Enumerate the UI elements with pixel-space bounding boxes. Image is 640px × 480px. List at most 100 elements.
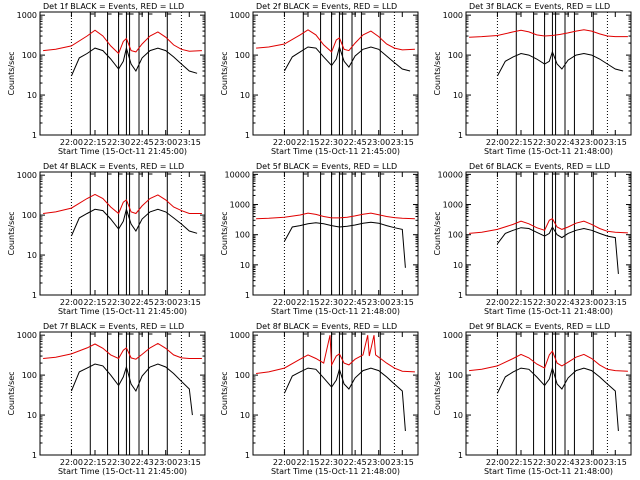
y-tick-label: 10 [240,411,250,420]
plot-frame [252,171,419,296]
x-tick-label: 22:00 [273,298,296,307]
series-black [283,45,411,72]
x-tick-label: 23:15 [178,458,201,467]
chart-panel-3: Det 3f BLACK = Events, RED = LLD 1 10 100 10… [433,2,632,156]
series-black [70,46,198,77]
y-tick-label: 1000 [230,201,250,210]
x-tick-label: 23:00 [580,298,603,307]
y-tick-label: 10 [240,261,250,270]
chart-panel-8: Det 8f BLACK = Events, RED = LLD 1 10 100 10… [220,322,419,476]
plot-frame [39,331,206,456]
y-tick-label: 10 [27,91,37,100]
y-tick-label: 1000 [230,331,250,340]
x-tick-label: 22:45 [344,138,367,147]
x-tick-label: 22:30 [320,458,343,467]
x-axis-label: Start Time (15-Oct-11 21:48:00) [484,147,613,156]
series-black [283,221,406,268]
x-tick-label: 22:00 [486,138,509,147]
chart-panel-7: Det 7f BLACK = Events, RED = LLD 1 10 100 10… [7,322,206,476]
series-red [43,193,202,215]
series-black [496,366,619,432]
y-tick-label: 10 [453,411,463,420]
plot-frame [252,331,419,456]
x-tick-label: 23:15 [178,138,201,147]
x-tick-label: 23:00 [580,458,603,467]
series-black [70,207,198,237]
series-black [283,367,406,432]
x-tick-label: 22:00 [60,138,83,147]
y-tick-label: 1 [32,131,37,140]
chart-title: Det 9f BLACK = Events, RED = LLD [469,322,610,331]
y-tick-label: 100 [448,51,463,60]
x-tick-label: 22:45 [131,138,154,147]
series-black [496,50,624,77]
x-tick-label: 22:30 [107,458,130,467]
y-tick-label: 1000 [443,331,463,340]
chart-title: Det 6f BLACK = Events, RED = LLD [469,162,610,171]
y-tick-label: 10 [453,91,463,100]
x-tick-label: 22:30 [533,138,556,147]
y-tick-label: 10 [27,251,37,260]
y-tick-label: 1 [32,291,37,300]
x-tick-label: 23:00 [154,138,177,147]
x-tick-label: 22:00 [486,298,509,307]
y-tick-label: 1000 [17,171,37,180]
plot-frame [39,171,206,296]
series-red [469,350,628,372]
chart-title: Det 1f BLACK = Events, RED = LLD [43,2,184,11]
x-tick-label: 22:00 [60,458,83,467]
chart-panel-9: Det 9f BLACK = Events, RED = LLD 1 10 100 10… [433,322,632,476]
chart-panel-2: Det 2f BLACK = Events, RED = LLD 1 10 100 10… [220,2,419,156]
y-tick-label: 10000 [438,170,463,179]
y-tick-label: 1000 [443,11,463,20]
x-tick-label: 23:15 [391,298,414,307]
x-tick-label: 22:15 [83,458,106,467]
x-tick-label: 22:00 [486,458,509,467]
chart-panel-1: Det 1f BLACK = Events, RED = LLD 1 10 100 10… [7,2,206,156]
series-red [469,29,628,38]
x-tick-label: 23:15 [178,298,201,307]
x-tick-label: 22:00 [273,138,296,147]
y-axis-label: Counts/sec [220,211,229,255]
y-tick-label: 1 [245,131,250,140]
x-axis-label: Start Time (15-Oct-11 21:48:00) [484,467,613,476]
x-tick-label: 23:00 [154,458,177,467]
chart-title: Det 5f BLACK = Events, RED = LLD [256,162,397,171]
chart-title: Det 4f BLACK = Events, RED = LLD [43,162,184,171]
x-tick-label: 22:00 [273,458,296,467]
x-tick-label: 22:15 [509,138,532,147]
y-tick-label: 1 [458,131,463,140]
y-tick-label: 1 [245,291,250,300]
plot-frame [465,331,632,456]
y-tick-label: 1000 [230,11,250,20]
y-tick-label: 10 [27,411,37,420]
x-tick-label: 22:43 [557,458,580,467]
x-tick-label: 22:30 [533,458,556,467]
x-tick-label: 23:00 [580,138,603,147]
y-tick-label: 100 [22,371,37,380]
x-tick-label: 23:00 [367,138,390,147]
x-tick-label: 23:15 [604,138,627,147]
x-tick-label: 23:15 [391,138,414,147]
y-tick-label: 100 [22,211,37,220]
chart-title: Det 2f BLACK = Events, RED = LLD [256,2,397,11]
y-tick-label: 1000 [443,201,463,210]
plot-frame [465,11,632,136]
x-tick-label: 23:00 [367,458,390,467]
x-tick-label: 22:30 [107,298,130,307]
chart-title: Det 7f BLACK = Events, RED = LLD [43,322,184,331]
y-axis-label: Counts/sec [220,371,229,415]
x-tick-label: 22:30 [320,138,343,147]
x-tick-label: 22:15 [296,298,319,307]
y-axis-label: Counts/sec [7,211,16,255]
plot-frame [252,11,419,136]
plot-frame [465,171,632,296]
chart-title: Det 3f BLACK = Events, RED = LLD [469,2,610,11]
x-tick-label: 22:45 [344,458,367,467]
x-axis-label: Start Time (15-Oct-11 21:45:00) [58,467,187,476]
y-tick-label: 1 [32,451,37,460]
x-tick-label: 22:43 [131,458,154,467]
series-red [43,29,202,55]
x-axis-label: Start Time (15-Oct-11 21:45:00) [271,147,400,156]
series-red [256,335,415,374]
